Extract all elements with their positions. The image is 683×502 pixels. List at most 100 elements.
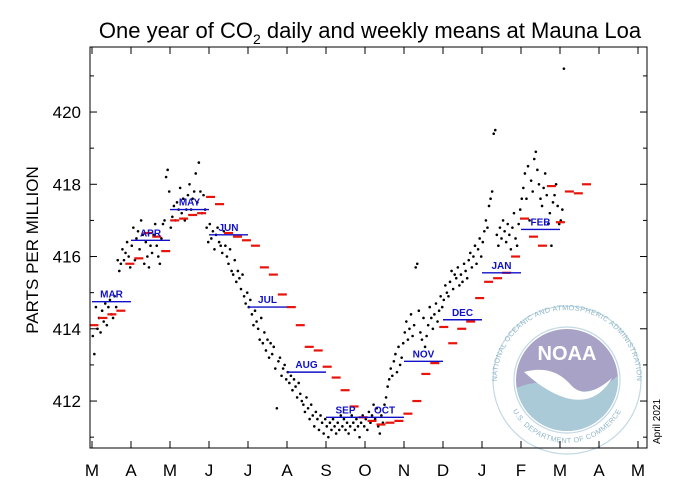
daily-mean-point	[389, 367, 393, 370]
daily-mean-point	[378, 432, 382, 435]
daily-mean-point	[300, 399, 304, 403]
daily-mean-point	[391, 374, 394, 378]
daily-mean-point	[345, 421, 349, 425]
daily-mean-point	[295, 396, 299, 399]
daily-mean-point	[327, 435, 330, 439]
daily-mean-point	[141, 233, 144, 237]
daily-mean-point	[245, 291, 249, 294]
y-tick-label: 416	[53, 248, 81, 267]
daily-mean-point	[213, 248, 216, 251]
x-tick-label: M	[553, 461, 567, 480]
daily-mean-point	[359, 421, 363, 425]
daily-mean-point	[216, 226, 219, 229]
daily-mean-point	[334, 432, 338, 435]
daily-mean-point	[459, 273, 463, 276]
daily-mean-point	[373, 417, 377, 421]
daily-mean-point	[420, 338, 424, 341]
daily-mean-point	[308, 417, 311, 421]
daily-mean-point	[497, 244, 500, 247]
daily-mean-point	[231, 273, 235, 276]
daily-mean-point	[409, 313, 413, 316]
daily-mean-point	[433, 313, 436, 316]
daily-mean-point	[553, 193, 556, 197]
daily-mean-point	[244, 302, 247, 305]
daily-mean-point	[469, 251, 472, 255]
daily-mean-point	[356, 425, 360, 428]
daily-mean-point	[500, 237, 503, 240]
daily-mean-point	[175, 201, 179, 204]
daily-mean-point	[531, 190, 534, 193]
daily-mean-point	[266, 338, 269, 341]
daily-mean-point	[149, 244, 152, 247]
daily-mean-point	[431, 327, 435, 331]
daily-mean-point	[146, 255, 149, 258]
daily-mean-point	[160, 237, 163, 240]
daily-mean-point	[297, 381, 301, 385]
daily-mean-point	[412, 323, 416, 327]
daily-mean-point	[556, 204, 559, 208]
daily-mean-point	[180, 211, 183, 215]
daily-mean-point	[405, 320, 408, 323]
daily-mean-point	[133, 258, 137, 262]
daily-mean-point	[344, 428, 347, 432]
daily-mean-point	[157, 255, 160, 258]
daily-mean-point	[181, 197, 185, 201]
daily-mean-point	[113, 294, 116, 298]
daily-mean-point	[278, 356, 282, 359]
x-tick-label: F	[516, 461, 526, 480]
daily-mean-point	[353, 428, 357, 432]
daily-mean-point	[439, 294, 442, 298]
daily-mean-point	[550, 244, 553, 247]
daily-mean-point	[525, 197, 528, 201]
daily-mean-point	[364, 417, 368, 421]
daily-mean-point	[261, 341, 265, 345]
daily-mean-point	[512, 211, 516, 215]
monthly-mean-label: MAR	[100, 290, 124, 301]
daily-mean-point	[465, 276, 469, 280]
logo-bird-shape	[524, 369, 612, 400]
daily-mean-point	[526, 164, 530, 168]
daily-mean-point	[225, 255, 229, 258]
daily-mean-point	[280, 374, 283, 378]
daily-mean-point	[355, 417, 358, 421]
x-tick-label: J	[478, 461, 487, 480]
daily-mean-point	[478, 237, 481, 240]
daily-mean-point	[105, 323, 109, 327]
x-tick-label: J	[244, 461, 253, 480]
date-note: April 2021	[652, 399, 663, 444]
daily-mean-point	[294, 385, 297, 388]
daily-mean-point	[476, 248, 480, 251]
daily-mean-point	[166, 168, 169, 172]
daily-mean-point	[284, 378, 288, 381]
daily-mean-point	[547, 222, 550, 226]
daily-mean-point	[366, 428, 369, 432]
daily-mean-point	[250, 313, 254, 316]
daily-mean-point	[320, 421, 324, 425]
daily-mean-point	[130, 244, 134, 247]
daily-mean-point	[125, 240, 129, 244]
daily-mean-point	[135, 237, 138, 240]
daily-mean-point	[472, 255, 475, 258]
weekly-means-layer	[89, 183, 592, 426]
x-tick-label: O	[358, 461, 371, 480]
daily-mean-point	[375, 406, 379, 410]
daily-mean-point	[233, 258, 237, 262]
daily-mean-point	[169, 226, 173, 229]
daily-mean-point	[528, 219, 531, 222]
daily-mean-point	[121, 248, 124, 251]
daily-mean-point	[152, 233, 155, 237]
daily-mean-point	[450, 269, 453, 273]
daily-mean-point	[448, 280, 452, 284]
daily-mean-point	[561, 208, 564, 211]
daily-mean-point	[508, 233, 511, 237]
daily-mean-point	[456, 266, 460, 269]
daily-mean-point	[428, 305, 432, 309]
daily-mean-point	[274, 367, 277, 370]
daily-mean-point	[339, 414, 343, 417]
daily-mean-point	[383, 403, 386, 406]
daily-mean-point	[369, 421, 372, 425]
monthly-mean-label: AUG	[295, 360, 317, 371]
daily-mean-point	[423, 345, 427, 349]
logo-sea-shape	[516, 372, 618, 431]
